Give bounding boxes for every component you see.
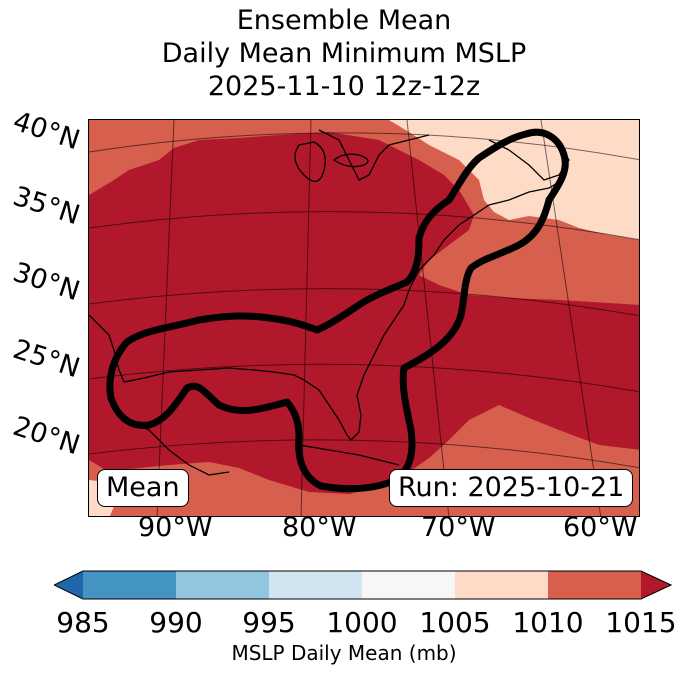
colorbar-tick-985: 985 — [56, 606, 110, 639]
meridian-80w — [300, 120, 312, 516]
colorbar-segment-1005-1010 — [455, 571, 548, 599]
colorbar-segment-1010-1015 — [548, 571, 641, 599]
colorbar-segment-1000-1005 — [362, 571, 455, 599]
colorbar-segment-995-1000 — [269, 571, 362, 599]
fill-above-1015 — [89, 132, 639, 494]
colorbar-tick-1015: 1015 — [605, 606, 677, 639]
parallel-35n — [89, 211, 639, 241]
meridian-70w — [406, 120, 450, 516]
map-svg — [89, 120, 639, 516]
lon-label-90w: 90°W — [138, 512, 213, 543]
colorbar-extend-low — [54, 571, 83, 599]
lon-label-70w: 70°W — [421, 512, 496, 543]
map-panel — [88, 119, 640, 517]
title-line-2: Daily Mean Minimum MSLP — [161, 38, 527, 69]
colorbar-tick-990: 990 — [149, 606, 203, 639]
lake-michigan — [294, 141, 326, 182]
colorbar — [54, 570, 672, 600]
lat-label-20n: 20°N — [9, 410, 84, 462]
colorbar-segment-985-990 — [83, 571, 176, 599]
lat-label-30n: 30°N — [9, 256, 84, 308]
title-line-1: Ensemble Mean — [236, 5, 452, 36]
colorbar-outline — [54, 570, 672, 600]
mean-label: Mean — [97, 469, 189, 507]
title-line-3: 2025-11-10 12z-12z — [207, 71, 481, 102]
colorbar-label: MSLP Daily Mean (mb) — [231, 641, 457, 665]
colorbar-tick-1010: 1010 — [512, 606, 584, 639]
parallel-30n — [89, 288, 639, 317]
colorbar-tick-1005: 1005 — [419, 606, 491, 639]
meridian-90w — [156, 120, 175, 516]
lake-erie — [332, 153, 369, 168]
colorbar-tick-1000: 1000 — [326, 606, 398, 639]
parallel-25n — [89, 363, 639, 393]
lon-label-80w: 80°W — [282, 512, 357, 543]
colorbar-extend-high — [641, 571, 671, 599]
run-date-label: Run: 2025-10-21 — [389, 469, 634, 507]
cuba — [298, 444, 400, 466]
lat-label-25n: 25°N — [9, 333, 84, 385]
contour-1015 — [106, 128, 569, 493]
lon-label-60w: 60°W — [563, 512, 638, 543]
lat-label-40n: 40°N — [9, 105, 84, 157]
colorbar-segment-990-995 — [176, 571, 269, 599]
colorbar-tick-995: 995 — [242, 606, 296, 639]
great-lakes — [318, 129, 430, 181]
lat-label-35n: 35°N — [9, 180, 84, 232]
